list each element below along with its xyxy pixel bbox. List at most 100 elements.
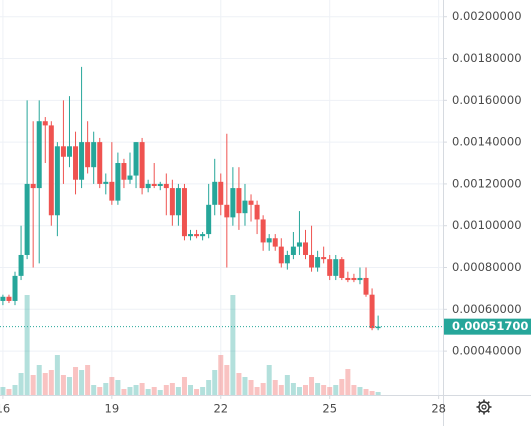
y-tick-label: 0.00100000	[452, 218, 522, 232]
x-tick-label: 25	[322, 402, 337, 416]
volume-bar	[290, 383, 296, 395]
settings-button[interactable]	[476, 399, 492, 415]
candle-body	[206, 204, 212, 235]
volume-bar	[54, 355, 60, 395]
y-tick-label: 0.00120000	[452, 176, 522, 190]
candle-body	[218, 181, 224, 205]
volume-bar	[260, 383, 266, 395]
candle-body	[260, 219, 266, 243]
candle-body	[175, 188, 181, 216]
gear-hub	[481, 404, 487, 410]
volume-bar	[91, 385, 97, 395]
candle-body	[321, 257, 327, 260]
candle-body	[115, 163, 121, 201]
candle-body	[157, 183, 163, 187]
candle-body	[36, 121, 42, 189]
volume-bar	[151, 387, 157, 395]
volume-bar	[369, 391, 375, 395]
volume-bar	[309, 377, 315, 395]
volume-bar	[12, 385, 18, 395]
volume-bar	[345, 369, 351, 395]
candle-body	[200, 234, 206, 237]
volume-bar	[169, 383, 175, 395]
candle-body	[139, 142, 145, 189]
volume-bar	[212, 370, 218, 395]
candle-body	[18, 254, 24, 276]
volume-bar	[248, 380, 254, 395]
candle-body	[121, 163, 127, 180]
volume-bar	[60, 375, 66, 395]
volume-bar	[375, 392, 381, 395]
candle-body	[363, 277, 369, 295]
candle-body	[42, 121, 48, 126]
volume-bar	[175, 387, 181, 395]
x-tick-label: 22	[213, 402, 228, 416]
volume-bar	[206, 380, 212, 395]
last-price-box	[444, 318, 531, 335]
candle-body	[369, 294, 375, 329]
volume-bar	[48, 370, 54, 395]
candle-body	[169, 188, 175, 216]
y-tick-label: 0.00140000	[452, 135, 522, 149]
y-tick-label: 0.00080000	[452, 260, 522, 274]
y-tick-label: 0.00180000	[452, 51, 522, 65]
candle-body	[66, 146, 72, 157]
candle-body	[60, 146, 66, 157]
volume-bar	[85, 365, 91, 395]
candle-body	[236, 188, 242, 214]
candle-body	[188, 234, 194, 237]
volume-bar	[115, 380, 121, 395]
volume-bar	[302, 385, 308, 395]
candle-body	[85, 142, 91, 168]
volume-bar	[24, 295, 30, 395]
candle-body	[315, 257, 321, 268]
volume-bar	[296, 387, 302, 395]
candle-body	[351, 277, 357, 281]
y-tick-label: 0.00200000	[452, 9, 522, 23]
candle-body	[327, 259, 333, 276]
y-tick-label: 0.00060000	[452, 302, 522, 316]
volume-bar	[327, 387, 333, 395]
volume-bar	[351, 385, 357, 395]
volume-bar	[109, 377, 115, 395]
volume-bar	[254, 387, 260, 395]
volume-bar	[181, 377, 187, 395]
candle-body	[145, 183, 151, 189]
candle-body	[6, 296, 12, 301]
x-tick-label: 19	[105, 402, 120, 416]
volume-bar	[188, 385, 194, 395]
volume-bar	[145, 389, 151, 395]
candle-body	[375, 326, 381, 329]
candle-body	[48, 125, 54, 216]
volume-bar	[339, 379, 345, 395]
candle-body	[254, 204, 260, 220]
volume-bar	[242, 377, 248, 395]
candle-body	[73, 146, 79, 180]
volume-bar	[163, 385, 169, 395]
volume-bar	[42, 373, 48, 395]
candle-body	[133, 142, 139, 176]
candle-body	[0, 296, 6, 301]
candle-body	[266, 238, 272, 243]
volume-bar	[333, 385, 339, 395]
candle-body	[79, 142, 85, 180]
volume-bar	[18, 373, 24, 395]
candle-body	[296, 242, 302, 247]
x-tick-label: 28	[431, 402, 446, 416]
candle-body	[97, 142, 103, 184]
candle-body	[345, 277, 351, 281]
candle-body	[248, 200, 254, 205]
gear-teeth	[476, 399, 492, 415]
candle-body	[272, 238, 278, 247]
candle-body	[54, 146, 60, 216]
candle-body	[91, 142, 97, 168]
candle-body	[103, 181, 109, 184]
candle-body	[290, 246, 296, 255]
volume-bar	[357, 387, 363, 395]
volume-bar	[200, 387, 206, 395]
axes: 0.00040000 0.00060000 0.00080000 0.00100000…	[0, 9, 531, 416]
candle-body	[302, 242, 308, 255]
candle-body	[163, 183, 169, 189]
